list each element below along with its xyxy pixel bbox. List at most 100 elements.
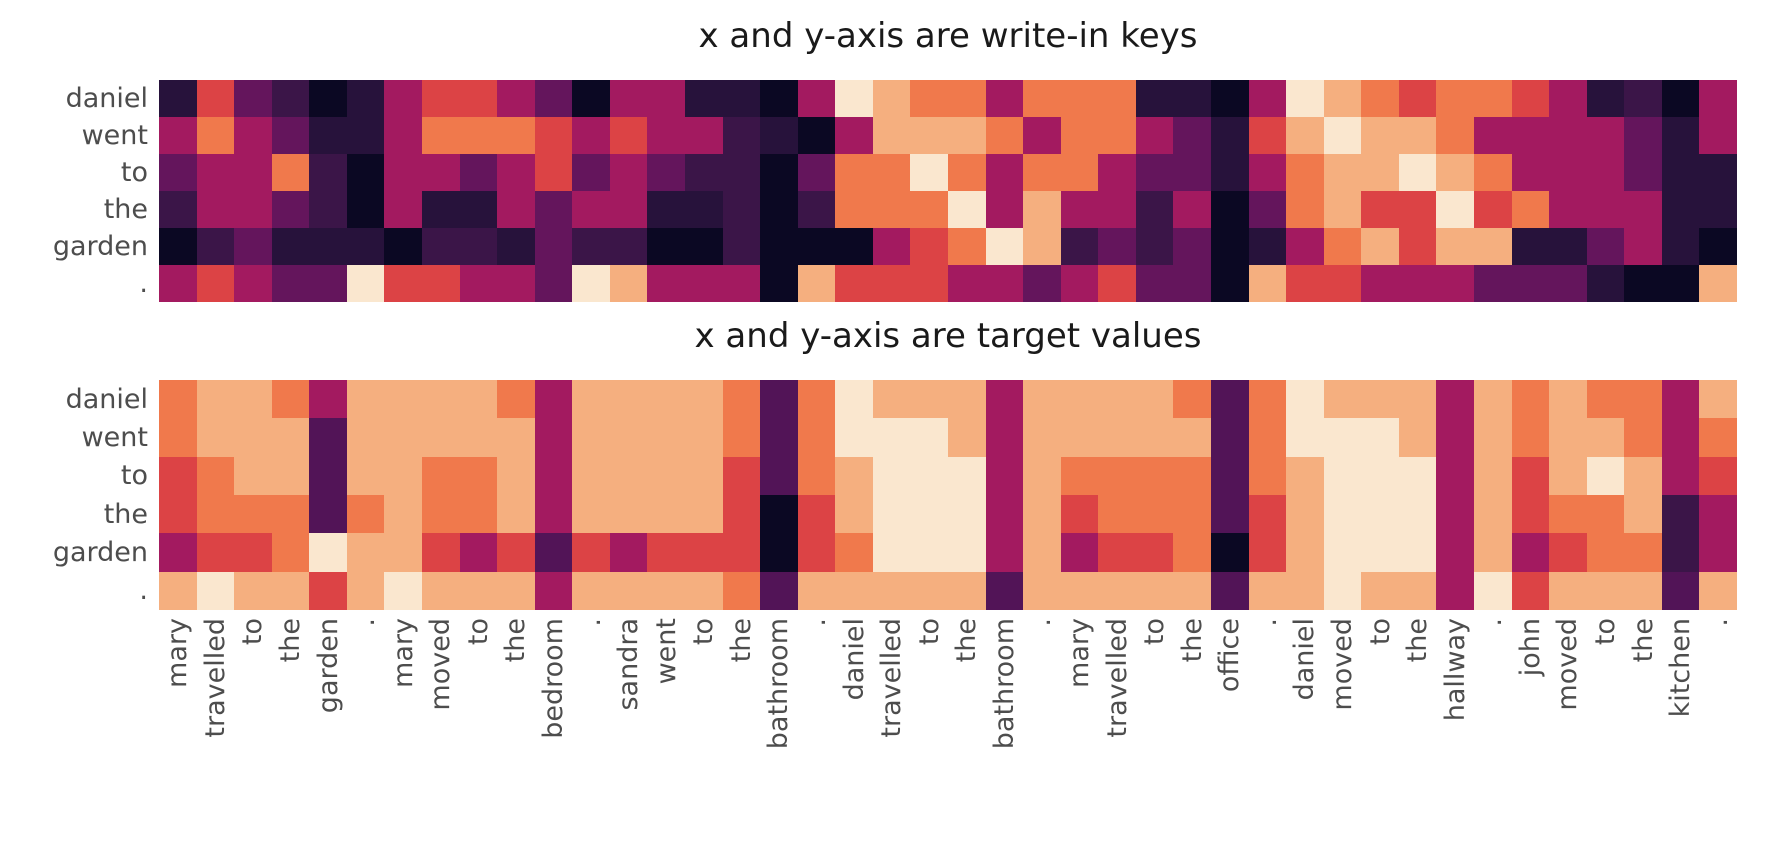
heatmap-cell: [572, 571, 610, 610]
heatmap-cell: [1211, 191, 1249, 228]
x-tick-label: travelled: [1101, 618, 1133, 738]
heatmap-cell: [910, 571, 948, 610]
x-tick-label: mary: [1063, 618, 1095, 688]
heatmap-cell: [1511, 80, 1550, 117]
heatmap-cell: [234, 228, 272, 265]
heatmap-cell: [1173, 191, 1211, 228]
heatmap-cell: [1060, 80, 1099, 117]
heatmap-cell: [1323, 117, 1362, 154]
heatmap-cell: [1135, 191, 1174, 228]
y-tick-label: .: [139, 268, 148, 299]
heatmap-cell: [1474, 456, 1512, 495]
heatmap-cell: [835, 380, 873, 419]
heatmap-cell: [346, 154, 385, 191]
heatmap-cell: [459, 228, 498, 265]
heatmap-cell: [497, 494, 535, 534]
heatmap-cell: [1361, 418, 1399, 457]
heatmap-cell: [1549, 418, 1587, 457]
heatmap-cell: [1624, 418, 1662, 457]
heatmap-cell: [309, 80, 347, 117]
heatmap-cell: [1436, 80, 1474, 117]
heatmap-cell: [1474, 571, 1512, 610]
heatmap-cell: [1586, 380, 1625, 419]
heatmap-cell: [872, 456, 911, 495]
heatmap-cell: [948, 418, 986, 457]
y-tick-label: went: [81, 120, 148, 151]
heatmap-cell: [1436, 265, 1474, 302]
heatmap-cell: [1436, 228, 1474, 265]
heatmap-cell: [910, 380, 948, 419]
heatmap-cell: [1661, 533, 1700, 572]
heatmap-cell: [1474, 80, 1512, 117]
heatmap-cell: [459, 533, 498, 572]
heatmap-cell: [722, 456, 761, 495]
heatmap-cell: [1211, 418, 1249, 457]
heatmap-cell: [685, 154, 723, 191]
heatmap-cell: [1248, 494, 1287, 534]
heatmap-cell: [1135, 380, 1174, 419]
heatmap-cell: [384, 265, 422, 302]
heatmap-cell: [685, 418, 723, 457]
x-tick-label: john: [1514, 618, 1546, 677]
heatmap-cell: [1586, 154, 1625, 191]
heatmap-cell: [422, 533, 460, 572]
heatmap-cell: [1474, 380, 1512, 419]
heatmap-cell: [1323, 418, 1362, 457]
heatmap-cell: [948, 571, 986, 610]
heatmap-cell: [1398, 380, 1437, 419]
heatmap-cell: [1436, 533, 1474, 572]
heatmap-cell: [572, 380, 610, 419]
heatmap-cell: [1511, 494, 1550, 534]
heatmap-cell: [572, 154, 610, 191]
heatmap-cell: [647, 494, 685, 534]
heatmap-cell: [1398, 265, 1437, 302]
heatmap-cell: [1098, 191, 1136, 228]
heatmap-cell: [234, 418, 272, 457]
heatmap-cell: [459, 154, 498, 191]
x-tick-label: to: [1589, 618, 1621, 646]
heatmap-cell: [1098, 380, 1136, 419]
heatmap-cell: [159, 191, 197, 228]
heatmap-cell: [609, 494, 648, 534]
heatmap-cell: [271, 494, 310, 534]
heatmap-cell: [835, 571, 873, 610]
heatmap-cell: [1248, 380, 1287, 419]
heatmap-cell: [910, 494, 948, 534]
heatmap-cell: [1098, 265, 1136, 302]
heatmap-cell: [1474, 191, 1512, 228]
heatmap-cell: [760, 571, 798, 610]
heatmap-cell: [384, 154, 422, 191]
heatmap-cell: [1661, 191, 1700, 228]
heatmap-cell: [1549, 191, 1587, 228]
heatmap-cell: [234, 191, 272, 228]
heatmap-cell: [1173, 228, 1211, 265]
heatmap-cell: [722, 571, 761, 610]
heatmap-cell: [534, 80, 573, 117]
heatmap-cell: [422, 228, 460, 265]
heatmap-cell: [1135, 228, 1174, 265]
heatmap-cell: [234, 80, 272, 117]
heatmap-cell: [1211, 265, 1249, 302]
heatmap-cell: [1398, 80, 1437, 117]
heatmap-cell: [1586, 191, 1625, 228]
heatmap-cell: [234, 117, 272, 154]
heatmap-cell: [1549, 117, 1587, 154]
y-tick-label: to: [120, 460, 148, 492]
heatmap-cell: [234, 456, 272, 495]
heatmap-cell: [1398, 494, 1437, 534]
heatmap-cell: [497, 228, 535, 265]
heatmap-cell: [459, 117, 498, 154]
heatmap-cell: [797, 191, 836, 228]
x-tick-label: to: [913, 618, 945, 646]
heatmap-cell: [609, 533, 648, 572]
heatmap-cell: [309, 265, 347, 302]
heatmap-cell: [159, 494, 197, 534]
heatmap-cell: [1624, 533, 1662, 572]
heatmap-cell: [609, 80, 648, 117]
heatmap-cell: [196, 380, 235, 419]
heatmap-cell: [1173, 494, 1211, 534]
heatmap-cell: [722, 418, 761, 457]
heatmap-cell: [1436, 191, 1474, 228]
heatmap-cell: [1286, 456, 1324, 495]
heatmap-cell: [1361, 456, 1399, 495]
